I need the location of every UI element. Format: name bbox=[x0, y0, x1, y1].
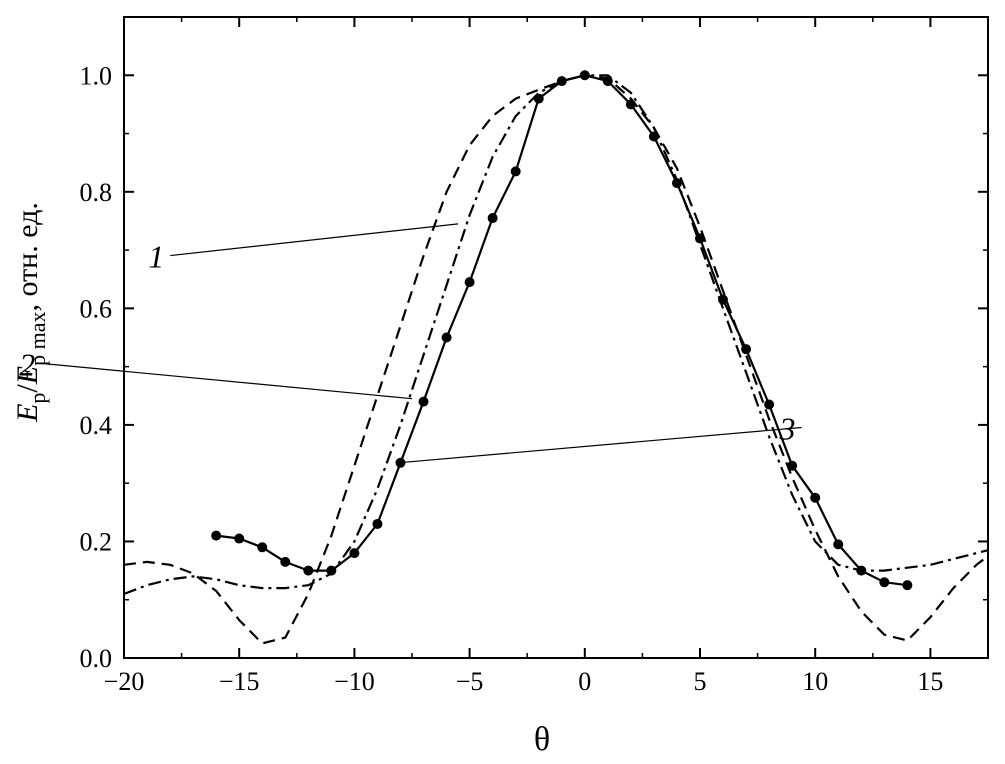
series-3-point bbox=[303, 565, 314, 576]
annotation-leader-2 bbox=[41, 362, 413, 400]
y-tick-label: 0.0 bbox=[80, 644, 113, 673]
x-tick-label: −10 bbox=[334, 667, 375, 696]
series-3-point bbox=[602, 76, 613, 87]
series-3-point bbox=[234, 533, 245, 544]
series-3-point bbox=[372, 518, 383, 529]
y-axis-label: Ep/Ep max, отн. ед. bbox=[11, 202, 50, 423]
series-3-point bbox=[879, 577, 890, 588]
y-tick-label: 0.8 bbox=[80, 178, 113, 207]
y-tick-label: 0.4 bbox=[80, 411, 113, 440]
y-tick-label: 0.6 bbox=[80, 294, 113, 323]
y-label-sub2: p max bbox=[25, 312, 50, 366]
x-tick-label: 5 bbox=[694, 667, 707, 696]
plot-frame bbox=[123, 16, 989, 659]
series-3-point bbox=[648, 131, 659, 142]
series-3-point bbox=[833, 539, 844, 550]
curve-label-3: 3 bbox=[779, 410, 796, 446]
series-1-line bbox=[124, 74, 988, 645]
series-3-point bbox=[856, 565, 867, 576]
x-axis-ticks: −20 −15 −10 −5 0 5 10 15 bbox=[104, 17, 989, 696]
data-markers bbox=[211, 70, 913, 591]
series-3-point bbox=[787, 460, 798, 471]
x-tick-label: −5 bbox=[456, 667, 484, 696]
curves bbox=[124, 74, 988, 645]
series-3-point bbox=[349, 548, 360, 559]
y-label-rest: , отн. ед. bbox=[11, 202, 44, 311]
series-3-point bbox=[671, 178, 682, 189]
series-3-point bbox=[510, 166, 521, 177]
y-axis-ticks: 0.0 0.2 0.4 0.6 0.8 1.0 bbox=[80, 16, 988, 673]
series-3-point bbox=[257, 542, 268, 553]
x-axis-label: θ bbox=[534, 721, 550, 758]
series-3-point bbox=[211, 530, 222, 541]
series-3-point bbox=[326, 565, 337, 576]
series-3-point bbox=[579, 70, 590, 81]
y-label-slash: / bbox=[11, 384, 44, 393]
x-tick-label: −15 bbox=[219, 667, 260, 696]
series-3-point bbox=[741, 344, 752, 355]
y-label-e2: E bbox=[11, 366, 44, 385]
y-label-e1: E bbox=[11, 404, 44, 423]
series-3-line bbox=[216, 74, 908, 587]
x-tick-label: 15 bbox=[917, 667, 943, 696]
series-3-point bbox=[418, 396, 429, 407]
series-3-point bbox=[487, 213, 498, 224]
y-tick-label: 1.0 bbox=[80, 61, 113, 90]
series-3-point bbox=[280, 556, 291, 567]
series-3-point bbox=[695, 233, 705, 244]
series-3-point bbox=[810, 492, 821, 503]
series-3-point bbox=[718, 294, 729, 305]
x-tick-label: 10 bbox=[802, 667, 828, 696]
series-3-point bbox=[764, 399, 775, 410]
series-3-point bbox=[441, 332, 452, 343]
series-3-point bbox=[464, 277, 475, 288]
y-label-sub1: p bbox=[25, 393, 50, 404]
curve-label-1: 1 bbox=[148, 239, 164, 275]
annotation-leader-3 bbox=[398, 426, 802, 464]
x-tick-label: −20 bbox=[104, 667, 145, 696]
series-3-point bbox=[533, 93, 544, 104]
x-tick-label: 0 bbox=[578, 667, 591, 696]
curve-annotations: 1 2 3 bbox=[19, 223, 802, 464]
annotation-leader-1 bbox=[170, 223, 459, 257]
series-2-line bbox=[124, 74, 988, 595]
series-3-point bbox=[556, 76, 567, 87]
series-3-point bbox=[902, 580, 913, 591]
y-tick-label: 0.2 bbox=[80, 527, 113, 556]
series-3-point bbox=[625, 99, 636, 110]
curve-label-2: 2 bbox=[19, 346, 35, 382]
